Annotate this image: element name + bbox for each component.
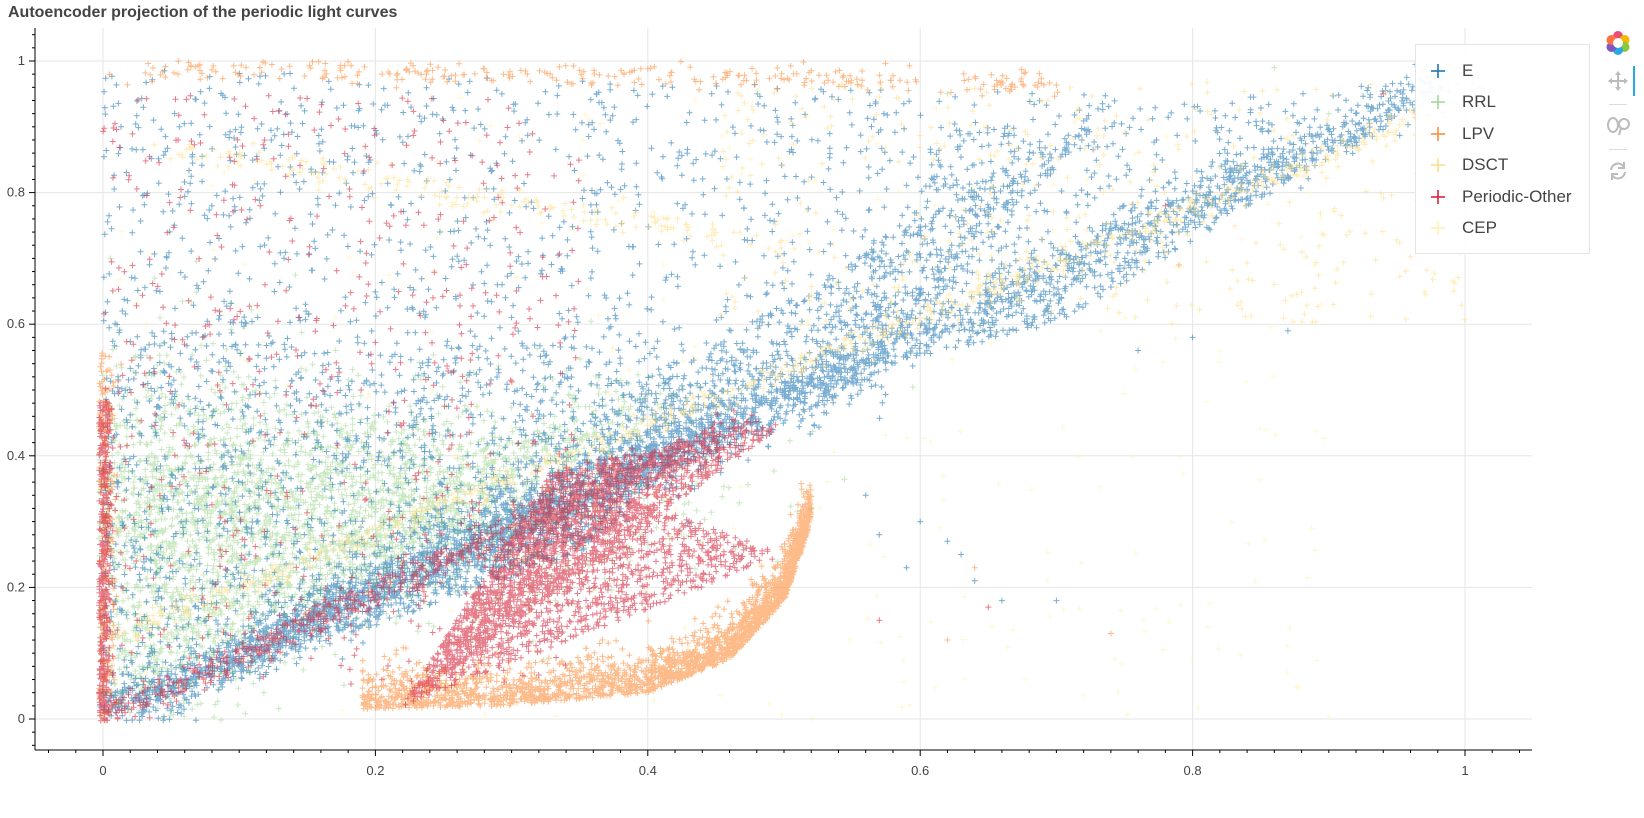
legend-marker-icon [1428, 218, 1448, 238]
legend-label: DSCT [1462, 155, 1509, 175]
x-tick-label: 0.4 [639, 763, 657, 778]
chart-title: Autoencoder projection of the periodic l… [8, 4, 398, 21]
legend-marker-icon [1428, 155, 1448, 175]
series-markers [96, 58, 1182, 724]
pan-tool-icon[interactable] [1603, 66, 1635, 96]
legend-label: LPV [1462, 123, 1495, 143]
x-tick-label: 0 [99, 763, 106, 778]
series-markers [105, 79, 1477, 644]
bokeh-logo-icon[interactable] [1603, 28, 1633, 58]
scatter-points [95, 58, 1493, 724]
y-tick-label: 0.4 [7, 448, 25, 463]
series-markers [96, 90, 1387, 724]
series-periodic-other [96, 90, 1387, 724]
legend-label: E [1462, 60, 1474, 80]
grid [35, 28, 1532, 750]
legend-item[interactable]: DSCT [1428, 150, 1589, 182]
legend-item[interactable]: LPV [1428, 118, 1589, 150]
legend-label: RRL [1462, 92, 1497, 112]
legend-marker-icon [1428, 124, 1448, 144]
toolbar-separator [1609, 149, 1627, 150]
x-tick-label: 0.2 [366, 763, 384, 778]
y-tick-label: 0.8 [7, 185, 25, 200]
x-tick-label: 1 [1461, 763, 1468, 778]
x-tick-label: 0.8 [1184, 763, 1202, 778]
legend-item[interactable]: E [1428, 55, 1589, 87]
legend-item[interactable]: Periodic-Other [1428, 181, 1589, 213]
legend-marker-icon [1428, 61, 1448, 81]
toolbar-separator [1609, 104, 1627, 105]
toolbar[interactable] [1603, 28, 1639, 194]
legend-item[interactable]: RRL [1428, 87, 1589, 119]
legend-item[interactable]: CEP [1428, 213, 1589, 245]
legend[interactable]: E RRL LPV DSCT Periodic-Other CEP [1415, 44, 1590, 254]
legend-marker-icon [1428, 92, 1448, 112]
x-tick-label: 0.6 [911, 763, 929, 778]
legend-marker-icon [1428, 187, 1448, 207]
series-dsct [105, 79, 1477, 644]
y-tick-label: 1 [18, 53, 25, 68]
wheel-zoom-tool-icon[interactable] [1603, 111, 1633, 141]
y-tick-label: 0.2 [7, 579, 25, 594]
y-tick-label: 0.6 [7, 316, 25, 331]
legend-label: CEP [1462, 218, 1497, 238]
y-tick-label: 0 [18, 711, 25, 726]
series-lpv [96, 58, 1182, 724]
reset-tool-icon[interactable] [1603, 156, 1633, 186]
legend-label: Periodic-Other [1462, 186, 1572, 206]
axes: 0 0.2 0.4 0.6 0.8 1 0 0.2 0.4 0.6 0.8 1 [7, 28, 1532, 778]
